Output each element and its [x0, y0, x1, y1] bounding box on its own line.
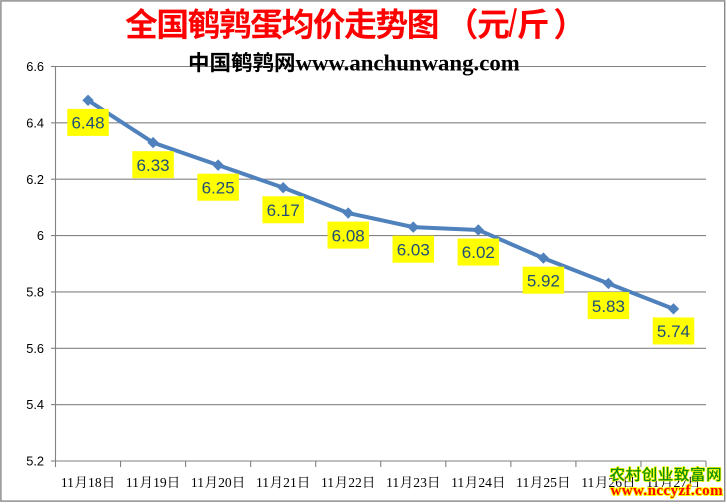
svg-text:18: 18 [88, 475, 102, 490]
svg-text:6.48: 6.48 [71, 114, 104, 133]
svg-text:11: 11 [451, 475, 464, 490]
svg-text:11: 11 [516, 475, 529, 490]
svg-text:6.25: 6.25 [202, 178, 235, 197]
svg-text:5.92: 5.92 [527, 271, 560, 290]
svg-text:25: 25 [543, 475, 557, 490]
svg-text:5.8: 5.8 [26, 285, 44, 300]
svg-text:6: 6 [37, 228, 44, 243]
svg-text:21: 21 [283, 475, 297, 490]
svg-text:6.17: 6.17 [267, 201, 300, 220]
svg-text:20: 20 [218, 475, 232, 490]
svg-text:11: 11 [126, 475, 139, 490]
svg-text:5.74: 5.74 [657, 322, 690, 341]
svg-text:6.08: 6.08 [332, 226, 365, 245]
svg-text:5.2: 5.2 [26, 454, 44, 469]
svg-text:6.6: 6.6 [26, 59, 44, 74]
svg-text:19: 19 [153, 475, 167, 490]
svg-text:11: 11 [256, 475, 269, 490]
svg-text:6.03: 6.03 [397, 240, 430, 259]
svg-text:11: 11 [321, 475, 334, 490]
svg-text:11: 11 [581, 475, 594, 490]
svg-text:24: 24 [478, 475, 492, 490]
svg-text:6.02: 6.02 [462, 243, 495, 262]
svg-text:5.83: 5.83 [592, 297, 625, 316]
svg-text:www.nccyzf.com: www.nccyzf.com [611, 483, 724, 499]
svg-text:22: 22 [348, 475, 362, 490]
svg-text:6.33: 6.33 [137, 156, 170, 175]
svg-text:11: 11 [191, 475, 204, 490]
svg-text:6.2: 6.2 [26, 172, 44, 187]
svg-text:11: 11 [61, 475, 74, 490]
svg-text:5.6: 5.6 [26, 341, 44, 356]
svg-text:www.anchunwang.com: www.anchunwang.com [296, 50, 520, 75]
svg-text:6.4: 6.4 [26, 115, 44, 130]
svg-text:5.4: 5.4 [26, 397, 44, 412]
svg-text:11: 11 [386, 475, 399, 490]
svg-text:23: 23 [413, 475, 427, 490]
